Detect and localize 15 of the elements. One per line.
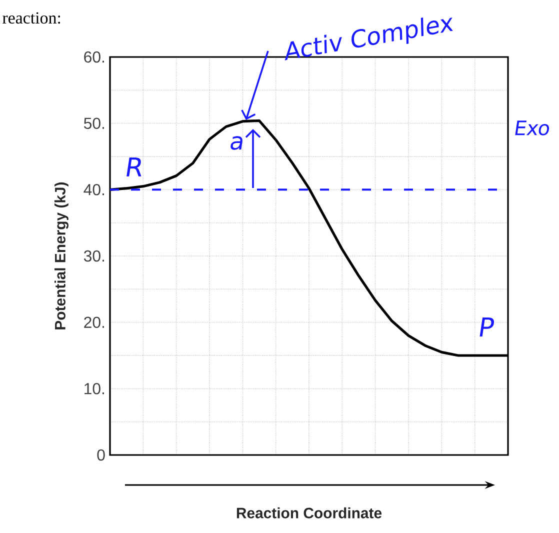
annotation: P — [480, 318, 494, 336]
y-tick-label: 60. — [84, 51, 104, 63]
y-tick-label: 50. — [84, 118, 104, 129]
y-tick-label: 40. — [84, 184, 104, 196]
y-tick-label: 0 — [97, 449, 105, 461]
text: reaction: — [2, 12, 60, 24]
y-tick-label: 30. — [84, 250, 104, 262]
annotation: R — [126, 158, 142, 176]
annotation: Activ Complex — [284, 18, 453, 60]
annotation: a — [230, 136, 242, 150]
y-axis-title: Potential Energy (kJ) — [54, 182, 68, 330]
text: Exo — [515, 120, 550, 136]
y-tick-label: 20. — [84, 316, 104, 328]
y-tick-label: 10. — [84, 383, 104, 394]
x-axis-title: Reaction Coordinate — [236, 507, 382, 518]
